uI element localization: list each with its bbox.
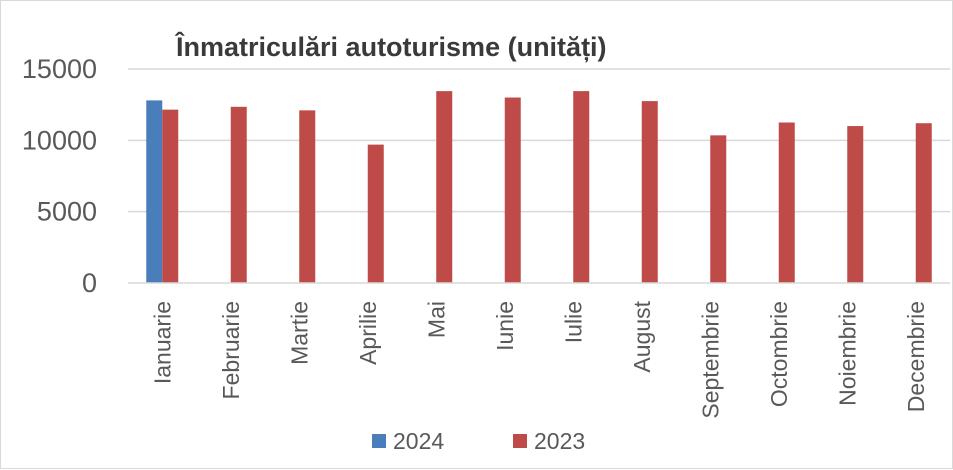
y-tick-label: 0 (82, 268, 97, 298)
bar-2024-ianuarie (146, 100, 163, 284)
x-tick-label: August (629, 300, 655, 372)
bar-2023-noiembrie (847, 126, 864, 283)
bar-2023-septembrie (710, 135, 727, 283)
bars (146, 91, 932, 284)
y-tick-label: 15000 (22, 54, 97, 84)
x-tick-label: Martie (286, 301, 312, 365)
x-axis-ticks: Ianuarie Februarie Martie Aprilie Mai Iunie Iu… (149, 300, 929, 418)
bar-2023-iulie (573, 91, 590, 283)
y-tick-label: 10000 (22, 125, 97, 155)
x-tick-label: Octombrie (766, 301, 792, 407)
x-tick-label: Iulie (560, 301, 586, 343)
bar-2023-martie (299, 110, 316, 283)
bar-2023-octombrie (778, 122, 795, 283)
x-tick-label: Decembrie (903, 301, 929, 412)
y-axis-ticks: 0 5000 10000 15000 (22, 54, 97, 298)
x-tick-label: Noiembrie (834, 301, 860, 406)
chart-title: Înmatriculări autoturisme (unități) (174, 31, 607, 62)
bar-2023-aprilie (367, 144, 384, 283)
bar-2023-februarie (230, 106, 247, 283)
y-tick-label: 5000 (37, 197, 97, 227)
bar-2023-iunie (504, 97, 521, 284)
bar-2023-august (641, 101, 658, 283)
x-tick-label: Februarie (218, 301, 244, 399)
x-tick-label: Iunie (492, 301, 518, 351)
legend-swatch-2023 (513, 434, 527, 448)
legend-label: 2023 (534, 428, 585, 454)
x-tick-label: Ianuarie (149, 301, 175, 384)
x-tick-label: Aprilie (355, 301, 381, 365)
x-tick-label: Mai (423, 301, 449, 338)
x-tick-label: Septembrie (697, 301, 723, 419)
bar-2023-decembrie (915, 123, 932, 283)
bar-2023-ianuarie (162, 109, 179, 283)
legend-swatch-2024 (372, 434, 386, 448)
legend-label: 2024 (393, 428, 444, 454)
legend: 2024 2023 (372, 428, 585, 454)
gridlines (128, 68, 950, 213)
bar-2023-mai (436, 91, 453, 283)
